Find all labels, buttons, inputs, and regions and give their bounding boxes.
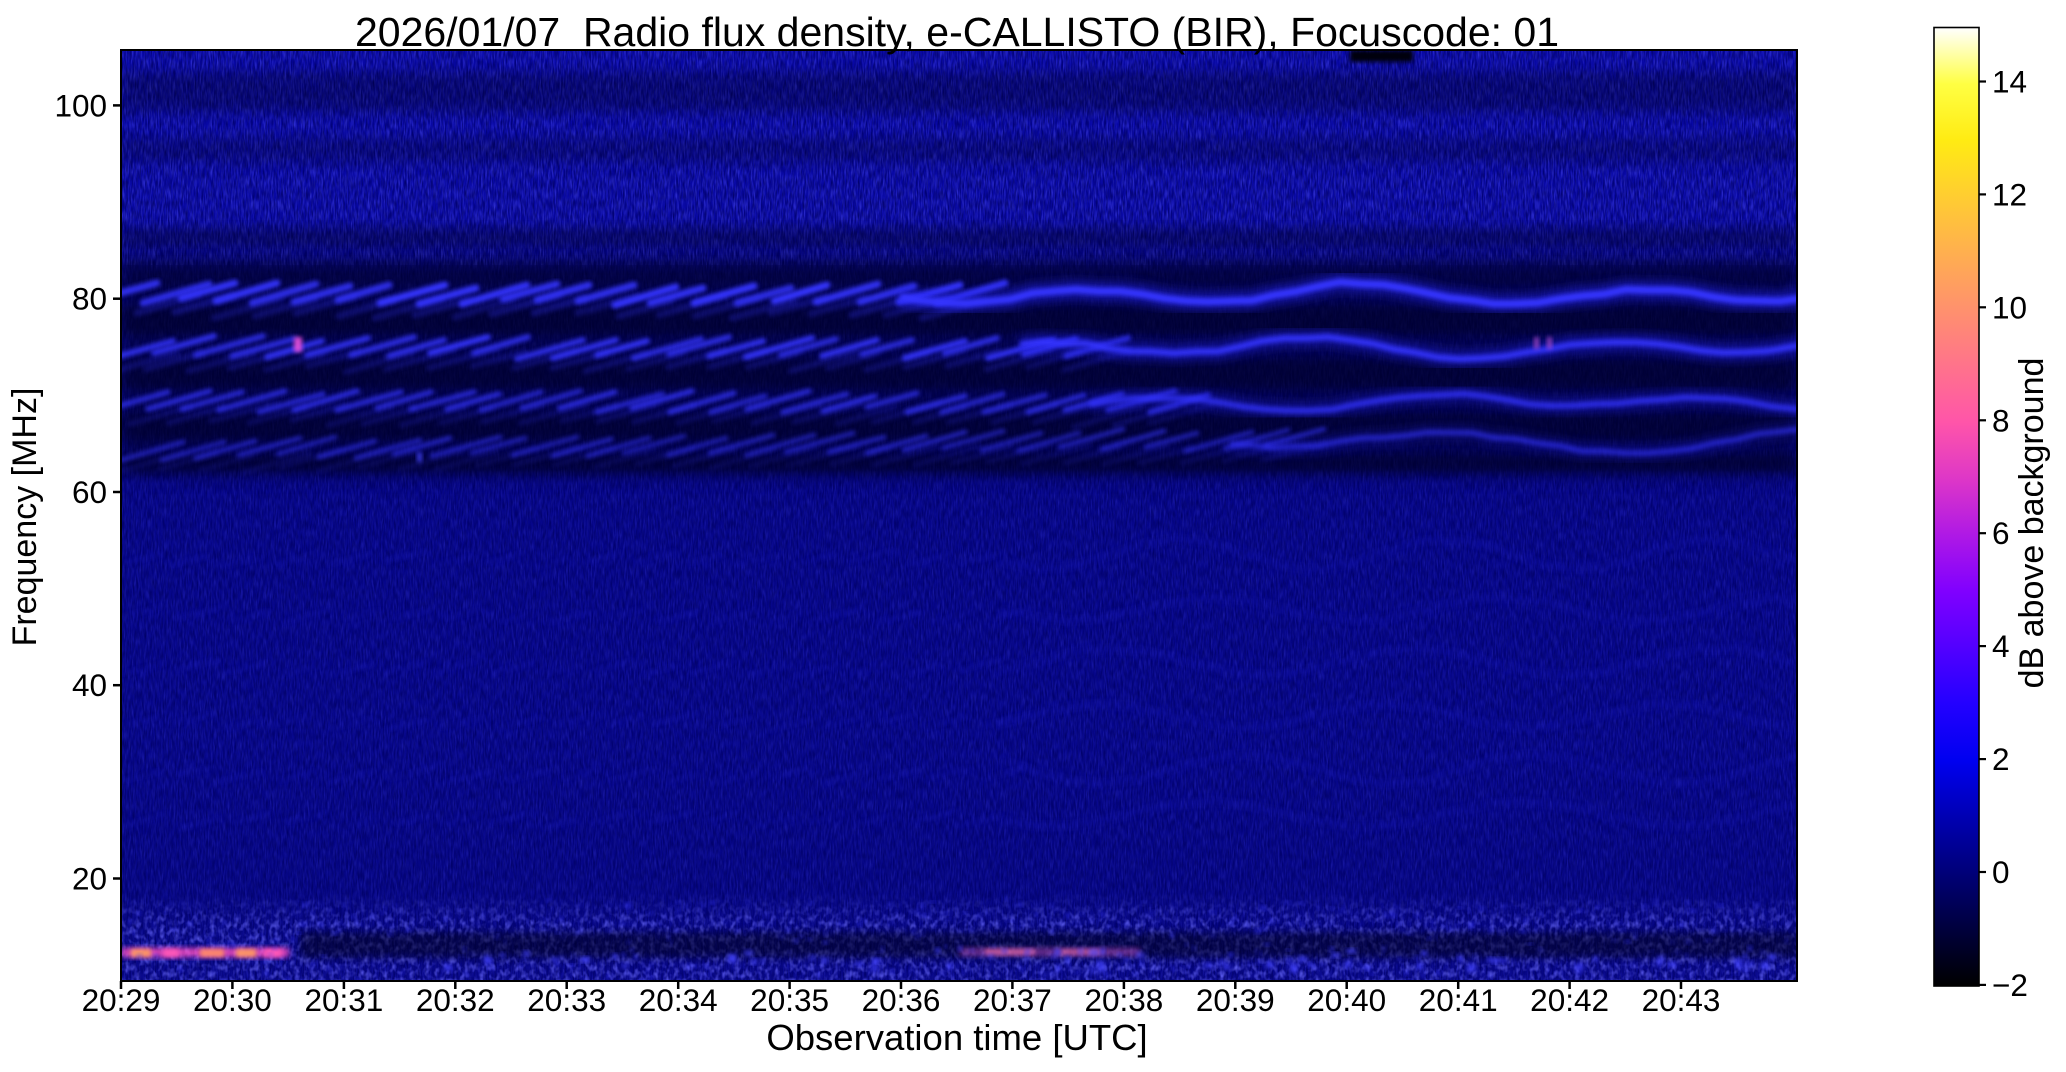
svg-text:−2: −2 xyxy=(1992,967,2028,1003)
svg-text:20:30: 20:30 xyxy=(193,982,272,1018)
svg-text:20:39: 20:39 xyxy=(1196,982,1275,1018)
svg-text:14: 14 xyxy=(1992,64,2027,100)
svg-text:20:38: 20:38 xyxy=(1084,982,1163,1018)
svg-text:2: 2 xyxy=(1992,741,2010,777)
svg-text:12: 12 xyxy=(1992,176,2027,212)
svg-text:10: 10 xyxy=(1992,289,2027,325)
svg-text:20:41: 20:41 xyxy=(1419,982,1498,1018)
svg-text:20:33: 20:33 xyxy=(527,982,606,1018)
svg-text:20:35: 20:35 xyxy=(750,982,829,1018)
svg-text:100: 100 xyxy=(54,87,107,123)
svg-text:0: 0 xyxy=(1992,854,2010,890)
svg-text:8: 8 xyxy=(1992,402,2010,438)
svg-text:80: 80 xyxy=(72,281,107,317)
svg-text:20:40: 20:40 xyxy=(1307,982,1386,1018)
svg-text:dB above background: dB above background xyxy=(2013,358,2051,689)
svg-text:Frequency [MHz]: Frequency [MHz] xyxy=(6,388,44,647)
svg-text:20:31: 20:31 xyxy=(304,982,383,1018)
svg-text:Observation time [UTC]: Observation time [UTC] xyxy=(766,1017,1147,1058)
svg-text:20:43: 20:43 xyxy=(1642,982,1721,1018)
svg-text:20: 20 xyxy=(72,861,107,897)
svg-text:20:32: 20:32 xyxy=(416,982,495,1018)
svg-text:20:37: 20:37 xyxy=(973,982,1052,1018)
svg-text:2026/01/07 Radio flux density: 2026/01/07 Radio flux density, e-CALLIST… xyxy=(355,9,1559,55)
svg-text:20:29: 20:29 xyxy=(82,982,161,1018)
svg-text:20:42: 20:42 xyxy=(1530,982,1609,1018)
svg-text:40: 40 xyxy=(72,667,107,703)
svg-text:20:34: 20:34 xyxy=(639,982,718,1018)
svg-text:6: 6 xyxy=(1992,515,2010,551)
svg-text:60: 60 xyxy=(72,474,107,510)
svg-text:4: 4 xyxy=(1992,628,2010,664)
svg-text:20:36: 20:36 xyxy=(862,982,941,1018)
